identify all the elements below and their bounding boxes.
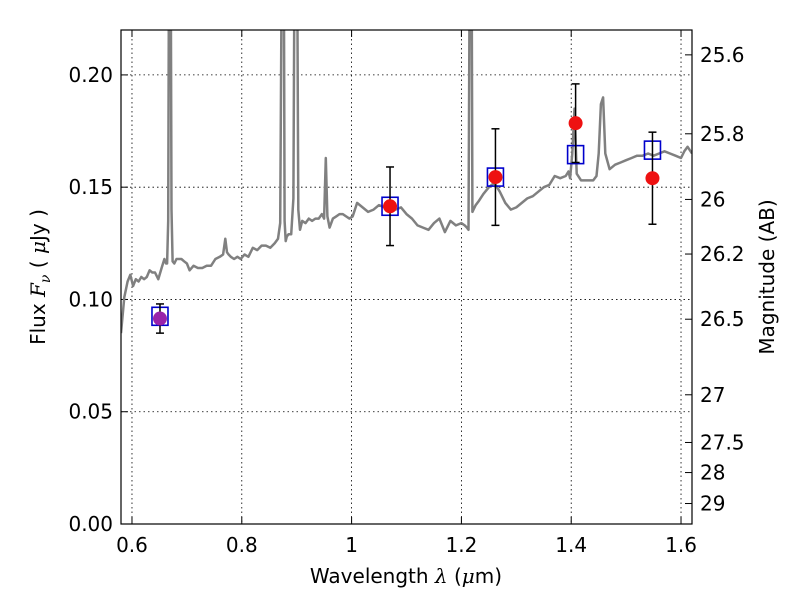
y-tick-label: 0.15 (68, 175, 113, 199)
plot-frame (120, 29, 693, 525)
y2-tick-label: 26 (700, 187, 725, 211)
y-tick-label: 0.10 (68, 287, 113, 311)
observed-data-point (568, 116, 583, 131)
observed-data-point (152, 311, 167, 326)
y2-tick-label: 29 (700, 492, 725, 516)
y-tick-label: 0.20 (68, 63, 113, 87)
y2-tick-label: 26.2 (700, 242, 745, 266)
observed-data-point (488, 170, 503, 185)
series-layer (121, 30, 692, 334)
y2-tick-label: 25.8 (700, 122, 745, 146)
y-tick-label: 0.00 (68, 512, 113, 536)
x-tick-label: 1.6 (665, 533, 697, 557)
tick-labels: 0.6 0.8 1 1.2 1.4 1.6 0.00 0.05 0.10 0.15 0.20 25.6… (68, 43, 744, 557)
observed-data-point (645, 171, 660, 186)
plot-area (121, 30, 692, 524)
x-tick-label: 1.4 (555, 533, 587, 557)
y2-tick-label: 27 (700, 383, 725, 407)
x-tick-label: 0.8 (226, 533, 258, 557)
y-axis-label: Flux Fν ( μJy ) (26, 209, 54, 345)
axis-ticks (121, 30, 692, 525)
y2-tick-label: 26.5 (700, 307, 745, 331)
y2-axis-label: Magnitude (AB) (755, 199, 779, 354)
x-tick-label: 1.2 (445, 533, 477, 557)
y2-tick-label: 25.6 (700, 43, 745, 67)
y2-tick-label: 27.5 (700, 430, 745, 454)
y-tick-label: 0.05 (68, 400, 113, 424)
x-tick-label: 0.6 (116, 533, 148, 557)
y2-tick-label: 28 (700, 461, 725, 485)
x-tick-label: 1 (345, 533, 358, 557)
observed-data-point (383, 199, 398, 214)
x-axis-label: Wavelength λ (μm) (310, 564, 502, 588)
